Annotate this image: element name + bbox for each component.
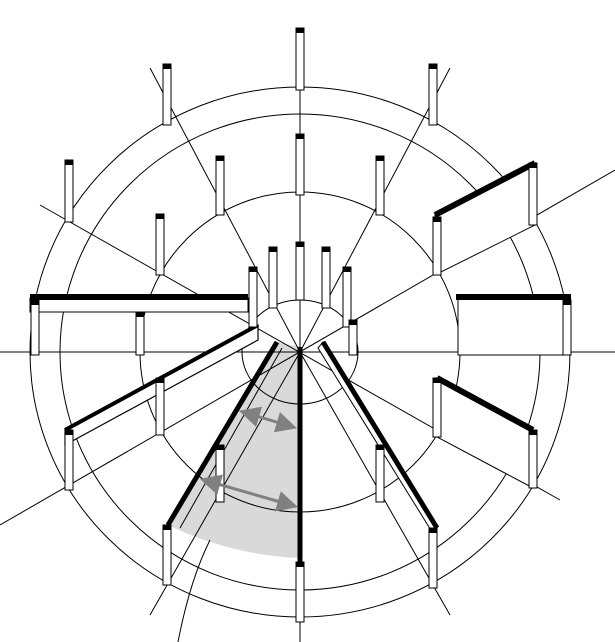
post-13 xyxy=(342,266,352,328)
post-19 xyxy=(432,377,442,438)
post-12 xyxy=(248,266,258,328)
post-24 xyxy=(215,444,225,503)
wall-lower-right xyxy=(435,375,535,489)
post-15 xyxy=(30,299,40,356)
post-11 xyxy=(321,246,331,309)
post-16 xyxy=(135,311,145,356)
post-21 xyxy=(528,429,538,489)
post-26 xyxy=(162,524,172,586)
double-arrow-icon xyxy=(238,406,298,433)
post-3 xyxy=(428,63,438,126)
post-23 xyxy=(155,377,165,436)
post-2 xyxy=(162,63,172,126)
span-arrows xyxy=(199,406,299,512)
post-28 xyxy=(295,561,305,623)
post-27 xyxy=(428,527,438,589)
leader-line-icon xyxy=(177,539,211,642)
posts-group xyxy=(30,27,572,623)
wall-right-horizontal xyxy=(456,294,571,356)
post-14 xyxy=(348,319,358,356)
post-5 xyxy=(215,155,225,216)
post-18 xyxy=(432,216,442,276)
post-8 xyxy=(155,213,165,276)
post-6 xyxy=(375,155,385,216)
spoke-steep-lr xyxy=(299,351,451,616)
wall-left-horizontal xyxy=(29,294,249,313)
post-4 xyxy=(295,133,305,196)
spoke-steep-ur xyxy=(299,67,451,353)
wall-upper-right xyxy=(433,160,537,276)
post-7 xyxy=(64,159,74,223)
wall-inclined-right xyxy=(317,340,440,542)
wall-inclined-left xyxy=(165,340,283,529)
post-1 xyxy=(295,27,305,91)
post-22 xyxy=(64,429,74,491)
post-9 xyxy=(268,246,278,309)
double-arrow-icon xyxy=(199,474,299,512)
post-20 xyxy=(528,162,538,226)
post-10 xyxy=(295,241,305,301)
post-17 xyxy=(562,299,572,356)
post-25 xyxy=(375,444,385,503)
